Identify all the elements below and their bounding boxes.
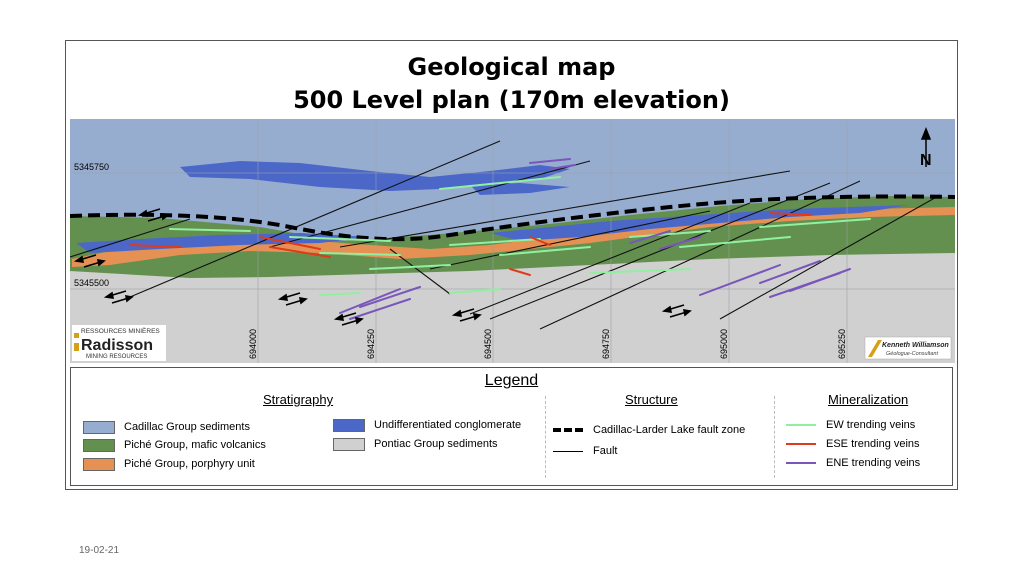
fault-line-sample: [553, 450, 583, 452]
legend-item-pontiac-sediments: Pontiac Group sediments: [333, 437, 498, 451]
easting-label-694500: 694500: [483, 329, 493, 359]
legend-item-cadillac-larder-fault: Cadillac-Larder Lake fault zone: [553, 423, 745, 437]
north-arrow-icon: [920, 126, 932, 167]
legend-item-ese-veins: ESE trending veins: [786, 437, 920, 451]
map-title: Geological map: [407, 53, 616, 81]
legend-label: ESE trending veins: [826, 438, 920, 450]
kenneth-williamson-logo: Kenneth Williamson Géologue-Consultant: [864, 336, 952, 360]
cadillac-sediments-swatch: [83, 420, 115, 434]
legend-label: EW trending veins: [826, 419, 916, 431]
conglomerate-swatch: [333, 418, 365, 432]
legend-item-cadillac-sediments: Cadillac Group sediments: [83, 420, 250, 434]
legend-item-conglomerate: Undifferentiated conglomerate: [333, 418, 521, 432]
map-figure-frame: Geological map 500 Level plan (170m elev…: [65, 40, 958, 490]
logo-right-line2: Géologue-Consultant: [886, 351, 938, 357]
stratigraphy-heading: Stratigraphy: [263, 392, 334, 407]
ene-veins-line-sample: [786, 462, 816, 464]
legend-label: ENE trending veins: [826, 457, 921, 469]
ese-veins-line-sample: [786, 443, 816, 445]
legend-item-piche-mafic-volcanics: Piché Group, mafic volcanics: [83, 438, 266, 452]
piche-porphyry-swatch: [83, 457, 115, 471]
legend-item-piche-porphyry: Piché Group, porphyry unit: [83, 457, 255, 471]
piche-mafic-volcanics-swatch: [83, 438, 115, 452]
easting-label-695000: 695000: [719, 329, 729, 359]
legend-divider-1: [545, 396, 546, 478]
logo-right-line1: Kenneth Williamson: [882, 342, 949, 349]
easting-label-694000: 694000: [248, 329, 258, 359]
logo-left-line1: RESSOURCES MINIÈRES: [81, 326, 160, 335]
ene-trending-veins: [339, 158, 851, 320]
porphyry-unit-east: [630, 207, 955, 233]
logo-left-line2: Radisson: [81, 337, 153, 354]
pontiac-sediments-area: [70, 252, 955, 363]
logo-left-line3: MINING RESOURCES: [86, 354, 147, 360]
legend-item-fault: Fault: [553, 444, 617, 458]
legend-title: Legend: [484, 372, 539, 389]
footer-date: 19-02-21: [79, 545, 120, 556]
structure-heading: Structure: [625, 392, 678, 407]
ew-trending-veins: [169, 176, 871, 296]
north-label: N: [920, 152, 932, 169]
pontiac-sediments-swatch: [333, 437, 365, 451]
ew-veins-line-sample: [786, 424, 816, 426]
legend-label: Pontiac Group sediments: [374, 438, 498, 450]
legend-divider-2: [774, 396, 775, 478]
ese-trending-veins: [129, 212, 811, 276]
legend-label: Cadillac-Larder Lake fault zone: [593, 424, 746, 436]
easting-label-694750: 694750: [601, 329, 611, 359]
legend-label: Piché Group, mafic volcanics: [124, 439, 266, 451]
mineralization-heading: Mineralization: [828, 392, 909, 407]
legend-label: Fault: [593, 445, 618, 457]
easting-label-694250: 694250: [366, 329, 376, 359]
map-legend: Legend Stratigraphy Structure Mineraliza…: [70, 367, 953, 486]
legend-item-ene-veins: ENE trending veins: [786, 456, 920, 470]
easting-label-695250: 695250: [837, 329, 847, 359]
legend-label: Undifferentiated conglomerate: [374, 419, 522, 431]
legend-label: Cadillac Group sediments: [124, 421, 250, 433]
northing-label-5345500: 5345500: [74, 278, 109, 288]
radisson-logo: RESSOURCES MINIÈRES Radisson MINING RESO…: [72, 325, 166, 361]
northing-label-5345750: 5345750: [74, 162, 109, 172]
legend-label: Piché Group, porphyry unit: [124, 458, 255, 470]
geological-map: N 5345750 5345500 694000 694250 694500 6…: [70, 119, 955, 363]
fault-displacement-arrows: [73, 208, 692, 326]
grid-lines: [70, 119, 955, 363]
map-subtitle: 500 Level plan (170m elevation): [293, 86, 730, 114]
conglomerate-north: [180, 161, 570, 191]
legend-item-ew-veins: EW trending veins: [786, 418, 915, 432]
fault-zone-line-sample: [553, 428, 583, 432]
